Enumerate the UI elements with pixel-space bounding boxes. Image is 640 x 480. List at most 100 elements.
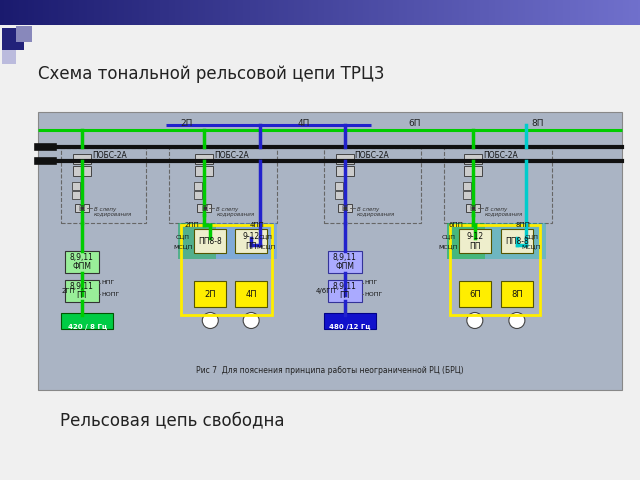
Bar [612,0,615,25]
Text: ПП8-8: ПП8-8 [198,237,222,246]
Text: 8,9,11: 8,9,11 [333,282,356,291]
Bar [309,0,312,25]
Bar [420,0,423,25]
Bar [207,0,209,25]
Bar [19,0,22,25]
Bar [559,0,561,25]
Bar [301,0,303,25]
Bar [523,0,525,25]
Bar [516,0,519,25]
Bar [464,166,482,176]
Bar [456,0,459,25]
Text: МСЦП: МСЦП [173,244,193,249]
Bar [17,0,20,25]
Bar [623,0,625,25]
Bar [53,0,56,25]
Bar [444,0,446,25]
Bar [474,0,476,25]
Bar [72,181,80,190]
Bar [24,0,26,25]
Bar [595,0,598,25]
Bar [16,26,32,42]
Bar [467,0,470,25]
Bar [600,0,602,25]
Bar [128,0,131,25]
Text: Рельсовая цепь свободна: Рельсовая цепь свободна [60,411,285,429]
Bar [320,0,323,25]
Bar [328,0,331,25]
Bar [75,0,77,25]
Bar [61,313,113,329]
Bar [422,0,425,25]
Bar [399,0,401,25]
Bar [216,0,218,25]
Bar [264,0,267,25]
Text: В слепу
кодирования: В слепу кодирования [94,207,132,217]
Bar [286,0,289,25]
Bar [178,223,278,259]
Text: 480 /12 Гц: 480 /12 Гц [330,324,371,330]
Bar [38,0,41,25]
Bar [584,0,587,25]
Bar [512,0,515,25]
Bar [578,0,580,25]
Bar [30,0,33,25]
Bar [38,112,622,390]
Bar [186,0,188,25]
Bar [72,0,75,25]
Bar [81,0,84,25]
Bar [548,0,551,25]
Bar [386,0,388,25]
Bar [312,0,314,25]
Bar [501,281,533,307]
Bar [62,0,65,25]
Bar [461,0,463,25]
Bar [482,0,484,25]
Text: ПОБС-2А: ПОБС-2А [92,151,127,159]
Text: ГП: ГП [77,291,87,300]
Bar [591,0,593,25]
Bar [149,0,152,25]
Bar [178,223,216,259]
Bar [568,0,570,25]
Bar [550,0,553,25]
Bar [171,0,173,25]
Bar [544,0,547,25]
Bar [75,204,89,212]
Bar [88,0,90,25]
Bar [352,0,355,25]
Bar [303,0,305,25]
Bar [195,229,227,253]
Bar [619,0,621,25]
Bar [335,0,337,25]
Bar [166,0,169,25]
Bar [222,0,225,25]
Bar [448,0,451,25]
Bar [122,0,124,25]
Bar [463,0,465,25]
Bar [205,0,207,25]
Bar [363,0,365,25]
Text: В слепу
кодирования: В слепу кодирования [485,207,524,217]
Bar [602,0,604,25]
Text: МСЦП: МСЦП [522,244,541,249]
Bar [292,0,295,25]
Bar [2,28,24,50]
Bar [290,0,292,25]
Bar [501,229,533,253]
Bar [254,0,257,25]
Bar [314,0,316,25]
Bar [152,0,154,25]
Bar [250,0,252,25]
Bar [326,0,329,25]
Bar [198,0,201,25]
Text: ФПМ: ФПМ [335,262,354,271]
Circle shape [467,312,483,328]
Bar [348,0,350,25]
Bar [36,0,39,25]
Bar [450,225,540,315]
Bar [260,0,263,25]
Bar [109,0,111,25]
Bar [384,0,387,25]
Bar [188,0,190,25]
